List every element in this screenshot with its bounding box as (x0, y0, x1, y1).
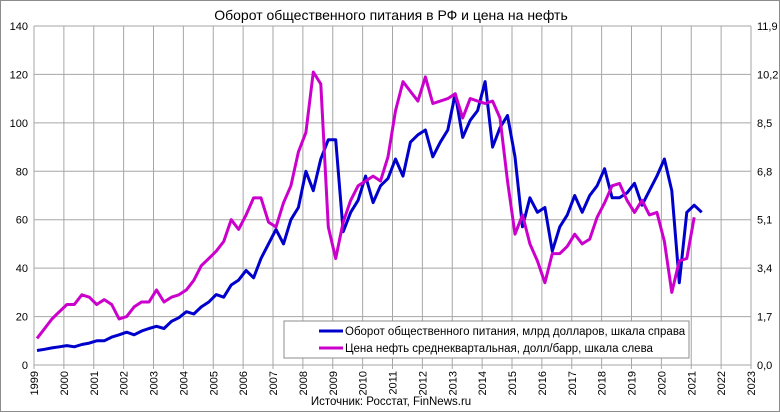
x-tick-label: 2021 (686, 371, 698, 395)
x-tick-label: 2020 (656, 371, 668, 395)
series-line-turnover (36, 80, 703, 352)
y-left-tick-label: 40 (16, 263, 28, 275)
y-right-tick-label: 11,9 (757, 21, 778, 33)
x-tick-label: 2001 (89, 371, 101, 395)
x-axis: 1999 2000 2001 2002 2003 2004 2005 2006 2007 2008… (29, 371, 758, 395)
y-right-tick-label: 3,4 (757, 263, 772, 275)
x-tick-label: 2000 (59, 371, 71, 395)
x-tick-label: 2003 (149, 371, 161, 395)
y-right-tick-label: 0,0 (757, 360, 772, 372)
x-tick-label: 2014 (477, 371, 489, 395)
y-left-axis: 0 20 40 60 80 100 120 140 (10, 21, 28, 372)
x-tick-label: 2004 (178, 371, 190, 395)
x-tick-label: 2012 (417, 371, 429, 395)
y-left-tick-label: 80 (16, 166, 28, 178)
y-right-tick-label: 5,1 (757, 215, 772, 227)
source-note: Источник: Росстат, FinNews.ru (311, 396, 471, 408)
legend-box (283, 320, 690, 359)
x-tick-label: 2023 (746, 371, 758, 395)
y-left-tick-label: 20 (16, 312, 28, 324)
x-tick-label: 2015 (507, 371, 519, 395)
y-right-tick-label: 10,2 (757, 69, 778, 81)
x-tick-label: 2011 (388, 371, 400, 395)
x-tick-label: 2005 (208, 371, 220, 395)
y-left-tick-label: 100 (10, 118, 28, 130)
y-right-tick-label: 6,8 (757, 166, 772, 178)
x-tick-label: 2019 (627, 371, 639, 395)
x-tick-label: 2002 (119, 371, 131, 395)
x-tick-label: 2009 (328, 371, 340, 395)
y-left-tick-label: 140 (10, 21, 28, 33)
y-right-axis: 0,0 1,7 3,4 5,1 6,8 8,5 10,2 11,9 (757, 21, 778, 372)
x-tick-label: 2016 (537, 371, 549, 395)
x-tick-label: 2010 (358, 371, 370, 395)
y-right-tick-label: 1,7 (757, 312, 772, 324)
x-tick-label: 2018 (597, 371, 609, 395)
legend: Оборот общественного питания, млрд долла… (283, 320, 690, 359)
x-tick-label: 2022 (716, 371, 728, 395)
legend-label-oil: Цена нефть среднеквартальная, долл/барр,… (345, 343, 654, 355)
x-tick-label: 2007 (268, 371, 280, 395)
series-lines (35, 70, 703, 352)
x-tick-label: 2017 (567, 371, 579, 395)
y-left-tick-label: 60 (16, 215, 28, 227)
chart-title: Оборот общественного питания в РФ и цена… (214, 7, 568, 23)
legend-label-turnover: Оборот общественного питания, млрд долла… (345, 326, 686, 338)
y-left-tick-label: 120 (10, 69, 28, 81)
y-left-tick-label: 0 (22, 360, 28, 372)
x-tick-label: 2008 (298, 371, 310, 395)
grid (33, 25, 752, 369)
x-tick-label: 2013 (447, 371, 459, 395)
x-tick-label: 2006 (238, 371, 250, 395)
x-tick-label: 1999 (29, 371, 41, 395)
series-line-oil (35, 70, 696, 340)
y-right-tick-label: 8,5 (757, 118, 772, 130)
